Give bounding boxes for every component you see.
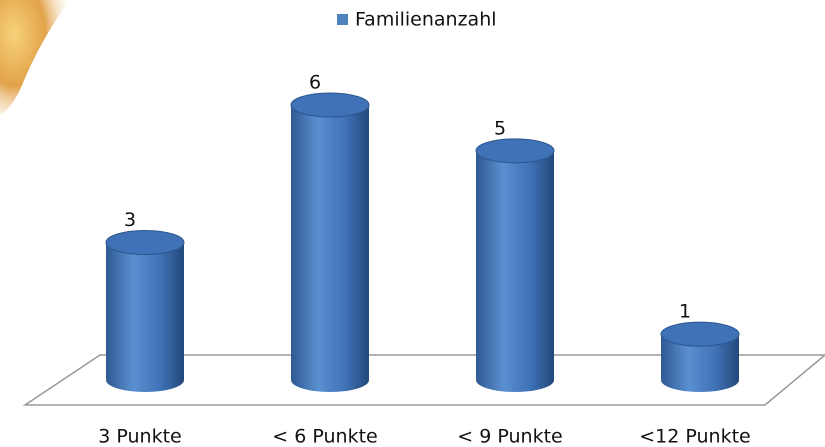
cylinder-top <box>661 322 739 346</box>
x-tick-label: 3 Punkte <box>98 426 181 447</box>
cylinder-top <box>291 93 369 117</box>
x-tick-label: < 9 Punkte <box>457 426 562 447</box>
data-label: 3 <box>124 209 136 231</box>
cylinder <box>106 243 184 393</box>
x-tick-label: < 6 Punkte <box>272 426 377 447</box>
cylinder <box>476 151 554 392</box>
cylinder-top <box>106 231 184 255</box>
decoration <box>0 0 70 115</box>
cylinder <box>291 105 369 392</box>
legend: Familienanzahl <box>337 9 497 31</box>
x-tick-label: <12 Punkte <box>639 426 751 447</box>
legend-swatch <box>337 14 348 25</box>
data-label: 1 <box>679 301 691 323</box>
data-label: 6 <box>309 72 321 94</box>
data-label: 5 <box>494 117 506 139</box>
cylinder-top <box>476 139 554 163</box>
chart: Familienanzahl 3 3 Punkte 6 < 6 Punkte 5 < 9 … <box>0 0 825 447</box>
legend-label: Familienanzahl <box>355 9 497 31</box>
